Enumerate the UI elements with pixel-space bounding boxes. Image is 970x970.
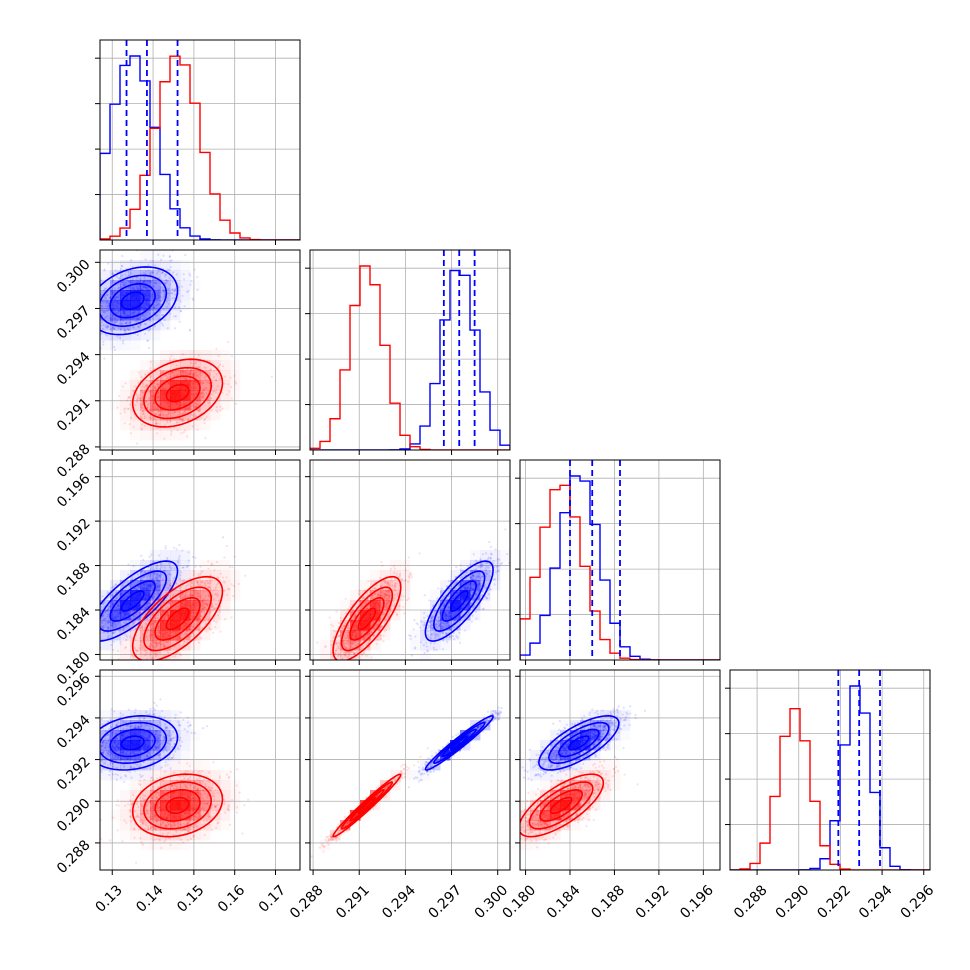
x-tick-label: 0.291 bbox=[333, 882, 373, 922]
panel-3-1 bbox=[305, 669, 511, 875]
panel-frame bbox=[99, 39, 301, 241]
x-tick-label: 0.188 bbox=[588, 882, 628, 922]
contours-series-0 bbox=[100, 560, 179, 642]
panel-0-0 bbox=[95, 39, 301, 245]
x-tick-label: 0.17 bbox=[256, 882, 289, 915]
histogram-series-1 bbox=[100, 55, 300, 240]
panel-3-3 bbox=[725, 669, 931, 875]
contours-series-0 bbox=[100, 715, 179, 771]
gridlines bbox=[756, 670, 925, 870]
panel-frame bbox=[519, 459, 721, 661]
panel-frame bbox=[309, 249, 511, 451]
y-tick-label: 0.290 bbox=[54, 796, 94, 836]
panel-1-0 bbox=[95, 249, 301, 455]
y-tick-label: 0.291 bbox=[54, 395, 94, 435]
contours-series-1 bbox=[131, 575, 224, 660]
panel-3-0 bbox=[95, 669, 301, 875]
contours-series-0 bbox=[424, 560, 494, 642]
y-tick-label: 0.294 bbox=[54, 712, 94, 752]
y-tick-label: 0.192 bbox=[54, 515, 94, 555]
panel-frame bbox=[729, 669, 931, 871]
x-tick-label: 0.14 bbox=[133, 882, 166, 915]
y-tick-label: 0.292 bbox=[54, 754, 94, 794]
panel-2-1 bbox=[305, 459, 511, 665]
x-tick-label: 0.192 bbox=[633, 882, 673, 922]
density-series-1 bbox=[120, 350, 231, 441]
x-tick-label: 0.13 bbox=[93, 882, 126, 915]
gridlines bbox=[310, 460, 510, 660]
panel-frame bbox=[519, 669, 721, 871]
contours-series-0 bbox=[100, 266, 179, 336]
panel-3-2 bbox=[515, 669, 721, 875]
y-tick-label: 0.297 bbox=[54, 303, 94, 343]
panel-frame bbox=[99, 249, 301, 451]
histogram-series-1 bbox=[310, 265, 510, 450]
y-tick-label: 0.288 bbox=[54, 441, 94, 481]
gridlines bbox=[312, 250, 499, 450]
x-tick-label: 0.196 bbox=[677, 882, 717, 922]
y-tick-label: 0.288 bbox=[54, 837, 94, 877]
contours-series-1 bbox=[131, 358, 224, 428]
x-tick-label: 0.288 bbox=[731, 882, 771, 922]
density-series-1 bbox=[320, 570, 411, 660]
histogram-series-0 bbox=[310, 269, 510, 450]
contours-series-0 bbox=[538, 715, 620, 771]
panel-2-0 bbox=[95, 459, 301, 665]
y-tick-label: 0.294 bbox=[54, 349, 94, 389]
x-tick-label: 0.297 bbox=[425, 882, 465, 922]
x-tick-label: 0.15 bbox=[174, 882, 207, 915]
density-series-0 bbox=[530, 710, 631, 781]
x-tick-label: 0.290 bbox=[773, 882, 813, 922]
contours-series-1 bbox=[332, 575, 402, 660]
panel-2-2 bbox=[515, 459, 721, 665]
panel-frame bbox=[99, 669, 301, 871]
contours-series-0 bbox=[424, 715, 494, 771]
x-tick-label: 0.294 bbox=[379, 882, 419, 922]
histogram-series-0 bbox=[730, 685, 930, 870]
gridlines bbox=[111, 40, 276, 240]
contours-series-1 bbox=[520, 773, 605, 838]
gridlines bbox=[310, 670, 510, 870]
y-tick-label: 0.188 bbox=[54, 560, 94, 600]
x-tick-label: 0.296 bbox=[898, 882, 938, 922]
x-tick-label: 0.16 bbox=[215, 882, 248, 915]
y-tick-label: 0.300 bbox=[54, 257, 94, 297]
x-tick-label: 0.184 bbox=[544, 882, 584, 922]
density-series-0 bbox=[100, 260, 191, 341]
contours-series-1 bbox=[332, 773, 402, 838]
density-series-0 bbox=[420, 550, 501, 651]
panel-frame bbox=[99, 459, 301, 661]
panel-frame bbox=[309, 459, 511, 661]
x-tick-label: 0.292 bbox=[814, 882, 854, 922]
contours-series-1 bbox=[131, 773, 224, 838]
panel-frame bbox=[309, 669, 511, 871]
x-tick-label: 0.288 bbox=[287, 882, 327, 922]
panel-1-1 bbox=[305, 249, 511, 455]
histogram-series-1 bbox=[730, 707, 930, 870]
y-tick-label: 0.184 bbox=[54, 604, 94, 644]
x-tick-label: 0.294 bbox=[856, 882, 896, 922]
